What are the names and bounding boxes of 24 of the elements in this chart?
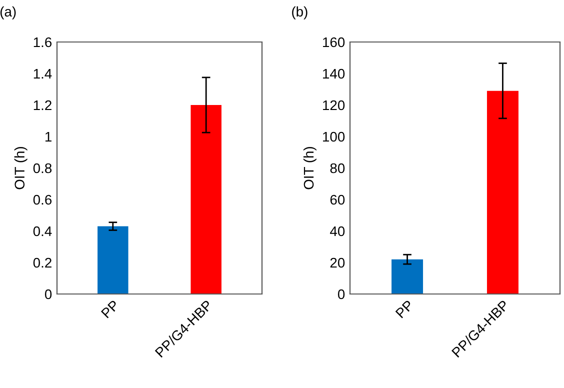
y-tick-label: 0	[338, 289, 345, 300]
y-tick-label: 1.2	[34, 100, 52, 110]
y-tick-label: 0.6	[33, 194, 52, 205]
y-tick-label: 0.8	[33, 163, 52, 174]
y-tick-label: 80	[330, 163, 345, 174]
x-tick-label: PP	[100, 300, 120, 318]
y-tick-label: 1.4	[34, 68, 52, 79]
chart-title: (b)	[292, 6, 308, 20]
y-tick-label: 60	[330, 194, 345, 205]
y-tick-label: 120	[323, 100, 345, 110]
y-axis-title: OIT (h)	[14, 146, 28, 190]
y-tick-label: 0.2	[33, 258, 52, 268]
y-tick-label: 0.4	[33, 226, 52, 236]
y-tick-label: 0	[44, 289, 52, 300]
y-tick-label: 1	[45, 132, 52, 142]
y-tick-label: 160	[323, 37, 345, 48]
y-tick-label: 100	[323, 132, 345, 142]
y-axis-title: OIT (h)	[303, 146, 316, 190]
y-tick-label: 20	[330, 258, 345, 268]
y-tick-label: 1.6	[34, 37, 52, 48]
chart-title: (a)	[0, 6, 16, 20]
y-tick-label: 140	[323, 68, 345, 79]
y-tick-label: 40	[330, 226, 345, 236]
x-tick-label: PP	[395, 300, 414, 318]
